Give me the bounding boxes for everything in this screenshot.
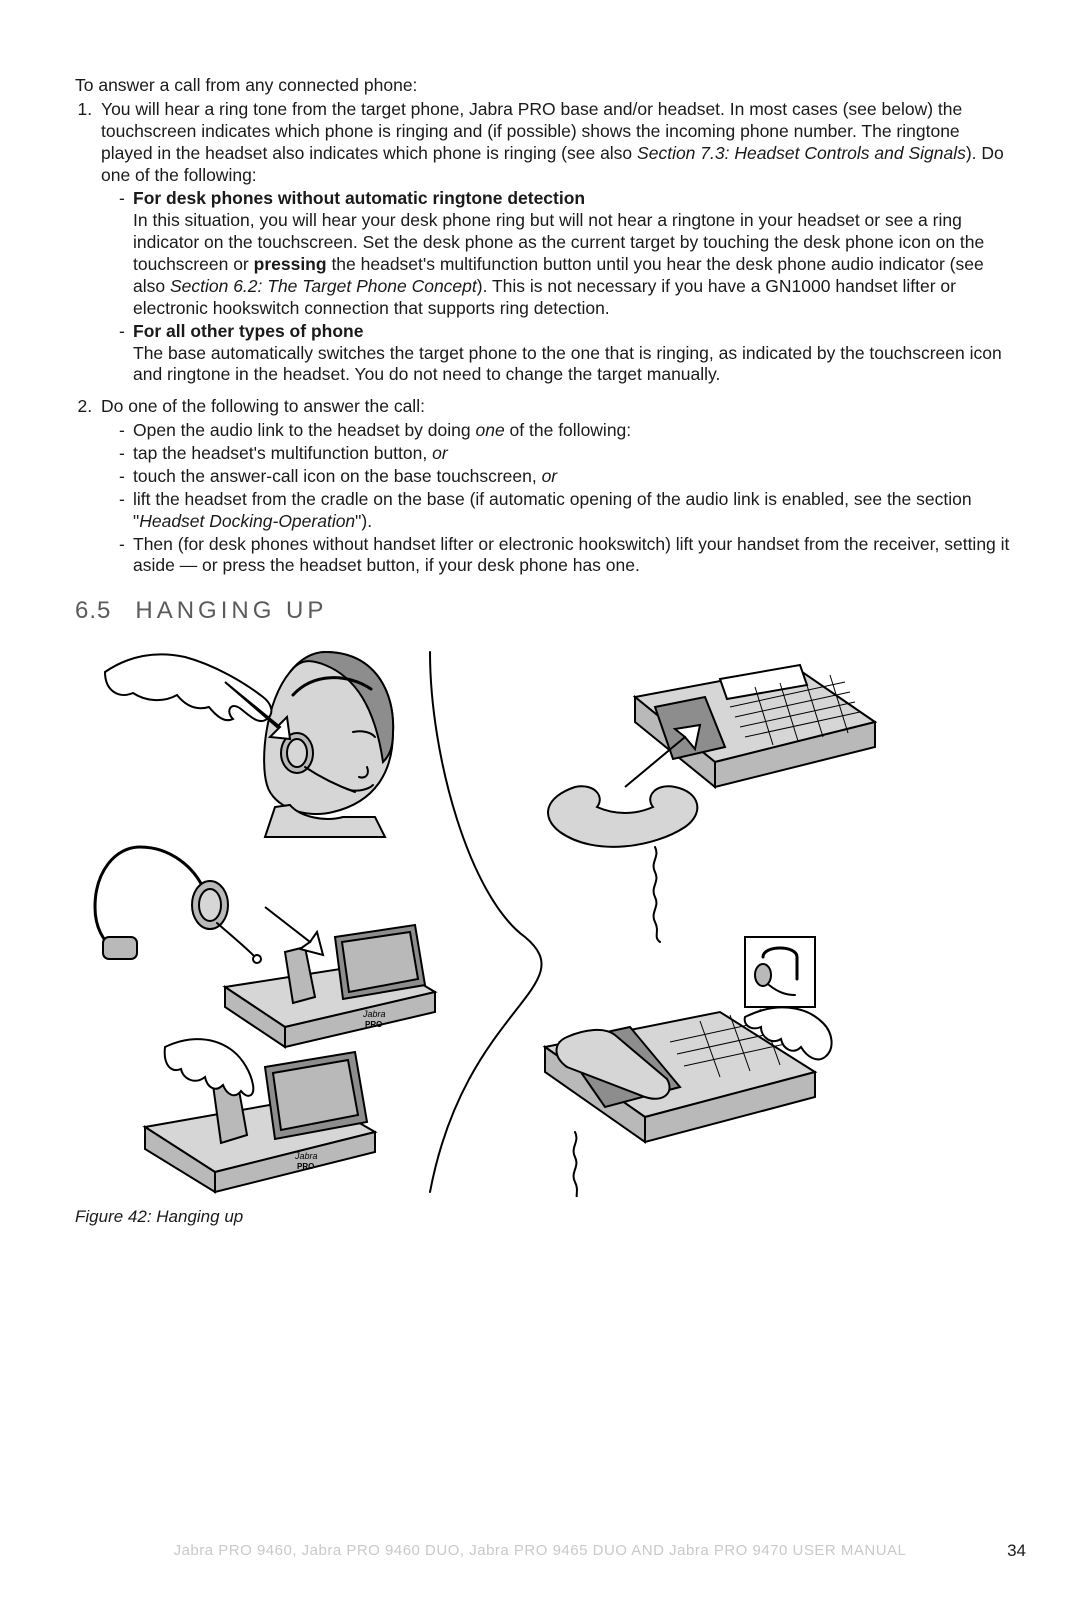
hanging-up-diagram: .ln { fill:none; stroke:#000; stroke-wid… [75,637,1005,1197]
step-1b: For all other types of phone The base au… [119,321,1010,387]
step-1-ref: Section 7.3: Headset Controls and Signal… [637,143,966,163]
figure-42: .ln { fill:none; stroke:#000; stroke-wid… [75,637,1005,1197]
step-1: You will hear a ring tone from the targe… [97,99,1010,386]
manual-page: To answer a call from any connected phon… [0,0,1080,1619]
step-2-sublist: Open the audio link to the headset by do… [101,420,1010,577]
step-1b-body: The base automatically switches the targ… [133,343,1002,385]
step-2-text: Do one of the following to answer the ca… [101,396,425,416]
page-number: 34 [1007,1541,1026,1561]
step-2c: touch the answer-call icon on the base t… [119,466,1010,488]
step-1b-heading: For all other types of phone [133,321,363,341]
step-2: Do one of the following to answer the ca… [97,396,1010,577]
section-title: HANGING UP [135,597,327,625]
svg-text:PRO: PRO [297,1162,314,1171]
step-1a: For desk phones without automatic ringto… [119,188,1010,319]
step-1-sublist: For desk phones without automatic ringto… [101,188,1010,386]
jabra-label: Jabra [362,1009,386,1019]
footer-text: Jabra PRO 9460, Jabra PRO 9460 DUO, Jabr… [0,1542,1080,1559]
step-2b: tap the headset's multifunction button, … [119,443,1010,465]
step-2a: Open the audio link to the headset by do… [119,420,1010,442]
step-1a-ref: Section 6.2: The Target Phone Concept [170,276,477,296]
step-1a-bold: pressing [254,254,327,274]
pro-label: PRO [365,1020,382,1029]
main-ordered-list: You will hear a ring tone from the targe… [75,99,1010,577]
section-heading: 6.5 HANGING UP [75,597,1010,625]
body-text-block: To answer a call from any connected phon… [75,75,1010,577]
step-2d: lift the headset from the cradle on the … [119,489,1010,533]
step-2e: Then (for desk phones without handset li… [119,534,1010,578]
svg-text:Jabra: Jabra [294,1151,318,1161]
section-number: 6.5 [75,597,111,625]
step-1a-heading: For desk phones without automatic ringto… [133,188,585,208]
figure-caption: Figure 42: Hanging up [75,1207,1010,1227]
intro-line: To answer a call from any connected phon… [75,75,1010,97]
